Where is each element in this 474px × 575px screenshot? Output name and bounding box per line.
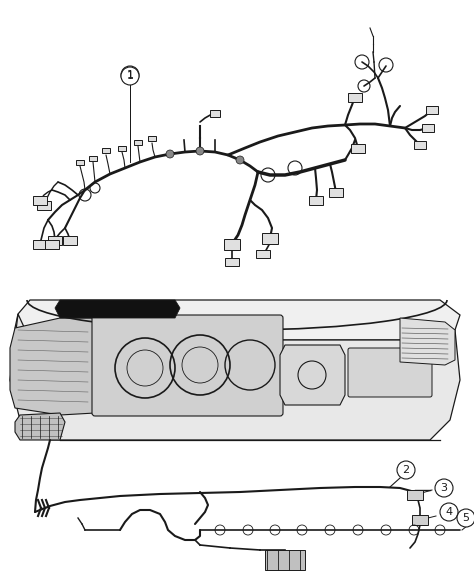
Polygon shape <box>15 300 460 340</box>
Bar <box>63 236 77 244</box>
Bar <box>148 136 156 140</box>
Circle shape <box>440 503 458 521</box>
Bar <box>329 187 343 197</box>
Circle shape <box>457 509 474 527</box>
Bar <box>37 201 51 209</box>
Bar <box>256 250 270 258</box>
Bar <box>102 148 110 152</box>
Bar <box>224 239 240 250</box>
Polygon shape <box>15 413 65 440</box>
Bar <box>262 232 278 243</box>
Circle shape <box>236 156 244 164</box>
Circle shape <box>196 147 204 155</box>
FancyBboxPatch shape <box>92 315 283 416</box>
Bar <box>33 196 47 205</box>
Polygon shape <box>400 318 455 365</box>
Bar <box>76 159 84 164</box>
Text: 2: 2 <box>402 465 410 475</box>
Bar <box>348 93 362 102</box>
Text: 1: 1 <box>127 70 134 80</box>
Bar <box>309 196 323 205</box>
Circle shape <box>397 461 415 479</box>
Bar <box>210 109 220 117</box>
Bar <box>407 490 423 500</box>
Bar <box>89 155 97 160</box>
Circle shape <box>435 479 453 497</box>
Polygon shape <box>55 300 180 318</box>
Bar <box>225 258 239 266</box>
FancyBboxPatch shape <box>348 348 432 397</box>
Polygon shape <box>280 345 345 405</box>
Bar <box>45 240 59 248</box>
Polygon shape <box>10 318 95 415</box>
Circle shape <box>121 66 139 84</box>
Text: 5: 5 <box>463 513 470 523</box>
Bar <box>118 145 126 151</box>
Bar <box>33 240 47 248</box>
Text: 1: 1 <box>127 71 134 81</box>
Circle shape <box>166 150 174 158</box>
Bar <box>422 124 434 132</box>
Circle shape <box>121 67 139 85</box>
Text: 3: 3 <box>440 483 447 493</box>
Bar <box>426 106 438 114</box>
Text: 4: 4 <box>446 507 453 517</box>
Bar <box>48 236 62 244</box>
Bar <box>414 141 426 149</box>
Bar <box>265 550 305 570</box>
Bar <box>351 144 365 152</box>
Polygon shape <box>10 314 460 440</box>
Bar <box>134 140 142 144</box>
Bar <box>412 515 428 525</box>
